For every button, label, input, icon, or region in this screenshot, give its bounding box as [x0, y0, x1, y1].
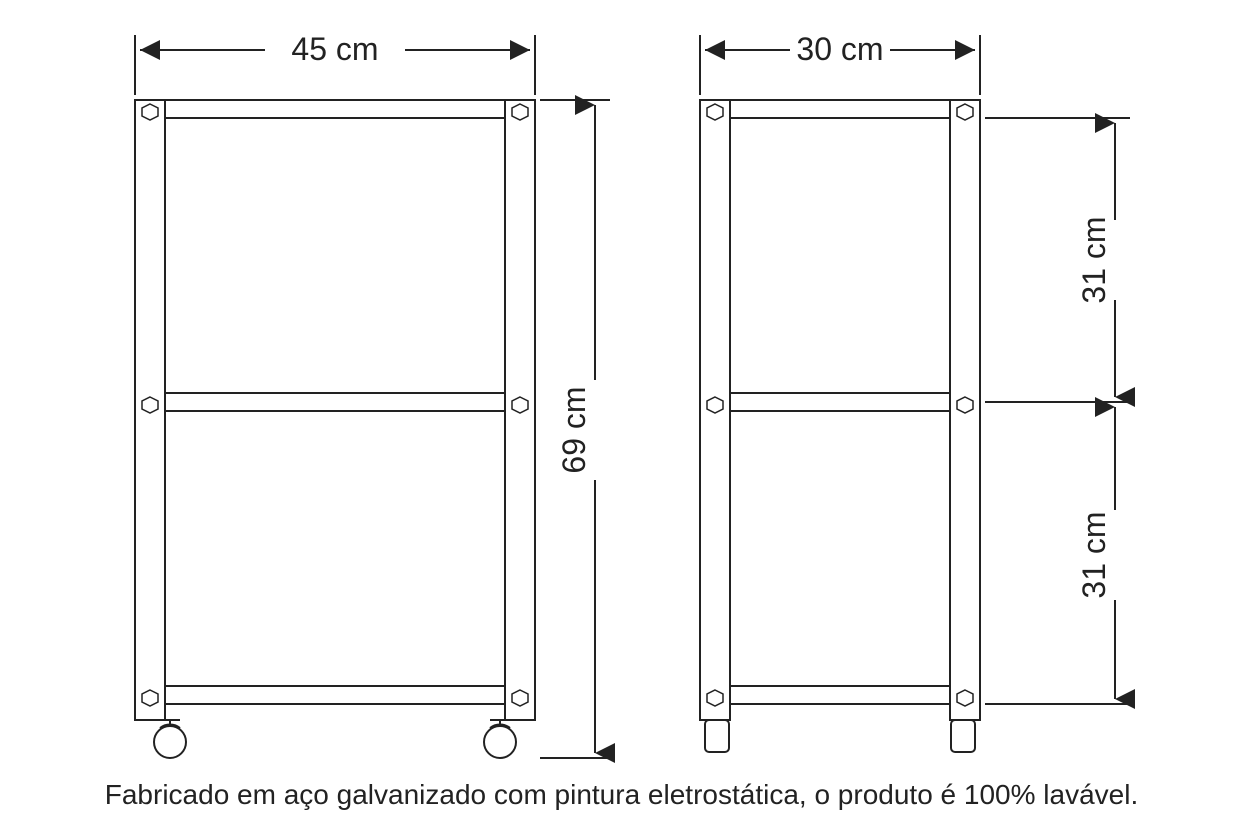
side-shelf-bottom [730, 686, 950, 704]
side-shelf-mid [730, 393, 950, 411]
side-width-label: 30 cm [796, 31, 883, 67]
side-ext-lines [985, 118, 1130, 704]
side-left-post [700, 100, 730, 720]
side-shelf-top [730, 100, 950, 118]
side-lower-label: 31 cm [1076, 511, 1112, 598]
side-view: 30 cm [700, 31, 1130, 752]
front-height-label: 69 cm [556, 386, 592, 473]
front-width-label: 45 cm [291, 31, 378, 67]
front-wheels [154, 720, 516, 758]
dim-side-lower: 31 cm [1076, 407, 1115, 699]
side-right-post [950, 100, 980, 720]
side-feet [705, 720, 975, 752]
front-bolts [142, 104, 528, 706]
front-view: 45 cm [135, 31, 610, 758]
front-left-post [135, 100, 165, 720]
technical-drawing-container: 45 cm [0, 0, 1243, 831]
side-bolts [707, 104, 973, 706]
front-shelf-mid [165, 393, 505, 411]
drawing-svg: 45 cm [0, 0, 1243, 790]
front-right-post [505, 100, 535, 720]
dim-front-width: 45 cm [135, 31, 535, 95]
dim-side-upper: 31 cm [1076, 123, 1115, 397]
dim-front-height: 69 cm [540, 100, 610, 758]
front-shelf-bottom [165, 686, 505, 704]
side-upper-label: 31 cm [1076, 216, 1112, 303]
caption-text: Fabricado em aço galvanizado com pintura… [0, 779, 1243, 811]
front-shelf-top [165, 100, 505, 118]
dim-side-width: 30 cm [700, 31, 980, 95]
